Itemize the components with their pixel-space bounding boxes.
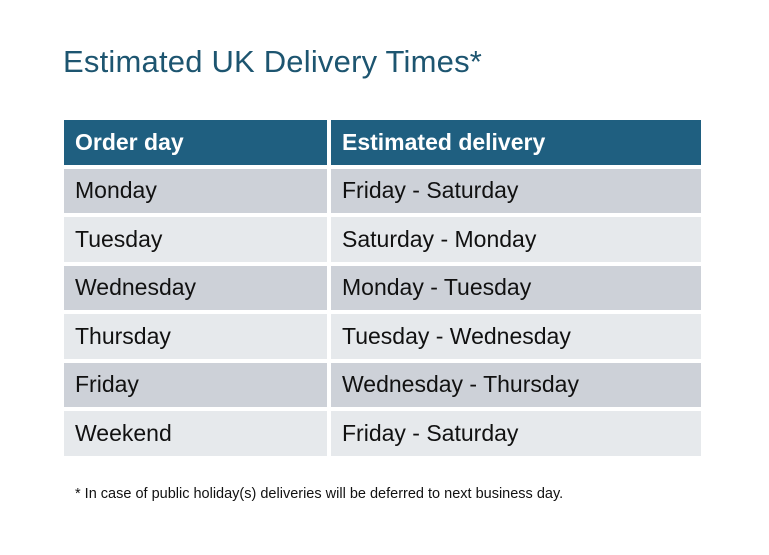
order-day-cell: Weekend (64, 411, 327, 456)
header-order-day: Order day (64, 120, 327, 165)
order-day-cell: Monday (64, 168, 327, 213)
delivery-cell: Friday - Saturday (331, 168, 701, 213)
delivery-table: Order day Estimated delivery Monday Frid… (64, 120, 701, 460)
table-row: Weekend Friday - Saturday (64, 411, 701, 456)
delivery-cell: Friday - Saturday (331, 411, 701, 456)
order-day-cell: Wednesday (64, 265, 327, 310)
table-row: Tuesday Saturday - Monday (64, 217, 701, 262)
delivery-cell: Monday - Tuesday (331, 265, 701, 310)
page-title: Estimated UK Delivery Times* (63, 44, 483, 79)
delivery-cell: Tuesday - Wednesday (331, 314, 701, 359)
order-day-cell: Friday (64, 362, 327, 407)
table-row: Thursday Tuesday - Wednesday (64, 314, 701, 359)
delivery-cell: Saturday - Monday (331, 217, 701, 262)
order-day-cell: Tuesday (64, 217, 327, 262)
header-estimated-delivery: Estimated delivery (331, 120, 701, 165)
table-row: Wednesday Monday - Tuesday (64, 265, 701, 310)
order-day-cell: Thursday (64, 314, 327, 359)
footnote: * In case of public holiday(s) deliverie… (75, 486, 564, 502)
delivery-cell: Wednesday - Thursday (331, 362, 701, 407)
table-row: Friday Wednesday - Thursday (64, 362, 701, 407)
table-header: Order day Estimated delivery (64, 120, 701, 165)
table-row: Monday Friday - Saturday (64, 168, 701, 213)
